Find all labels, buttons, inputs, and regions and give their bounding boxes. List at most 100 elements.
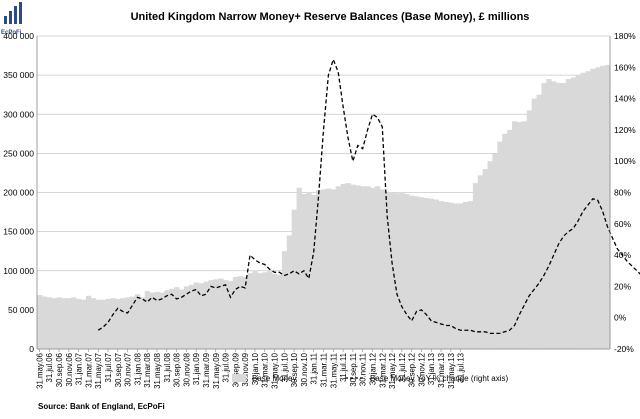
base-money-bar: [605, 64, 611, 349]
base-money-bar: [169, 288, 175, 349]
base-money-bar: [51, 298, 57, 349]
x-tick-label: 31.mar.12: [378, 353, 387, 388]
x-tick-label: 30.nov.12: [417, 353, 426, 387]
y-right-tick-label: 80%: [614, 188, 631, 198]
logo-bar-d: [19, 2, 22, 24]
base-money-bar: [512, 121, 518, 349]
base-money-bar: [492, 153, 498, 349]
base-money-bar: [526, 110, 533, 350]
x-tick-label: 30.sep.12: [408, 353, 417, 387]
x-tick-labels: 31.may.06 31.jul.06 30.sep.06 30.nov.06 31.j…: [35, 349, 466, 389]
base-money-bar: [433, 199, 439, 349]
yoy-line-layer: [97, 57, 640, 335]
base-money-bar: [144, 291, 151, 349]
chart-title: United Kingdom Narrow Money+ Reserve Bal…: [131, 11, 530, 23]
base-money-bar: [134, 294, 141, 349]
base-money-bar: [423, 197, 430, 349]
base-money-bar: [536, 94, 542, 349]
base-money-bar: [95, 299, 102, 349]
base-money-bar: [198, 283, 204, 349]
base-money-bar: [335, 186, 342, 349]
x-tick-label: 31.jan.11: [310, 353, 319, 385]
base-money-bar: [90, 298, 97, 349]
base-money-bar: [66, 298, 72, 349]
legend-swatch-base-money: [232, 374, 246, 382]
base-money-bar: [159, 292, 165, 349]
base-money-bar: [507, 129, 513, 349]
logo-bar-b: [9, 11, 12, 24]
base-money-bar: [281, 251, 288, 349]
base-money-bar: [551, 81, 557, 349]
base-money-bar: [218, 278, 224, 349]
base-money-bar: [179, 289, 185, 349]
y-right-tick-label: 40%: [614, 250, 631, 260]
x-tick-label: 31.may.11: [329, 353, 338, 388]
x-tick-label: 30.nov.08: [182, 353, 191, 387]
base-money-bar: [472, 183, 479, 349]
x-tick-label: 30.sep.07: [114, 353, 123, 387]
x-tick-label: 30.sep.08: [173, 353, 182, 387]
base-money-bar: [350, 184, 356, 349]
base-money-bar: [453, 203, 459, 349]
base-money-bar: [556, 82, 562, 349]
base-money-bar: [477, 175, 484, 349]
x-tick-label: 31.jan.13: [427, 353, 436, 385]
x-tick-label: 31.mar.10: [261, 352, 270, 387]
base-money-bar: [419, 197, 425, 349]
x-tick-label: 31.jul.12: [398, 353, 407, 382]
base-money-bar: [41, 296, 48, 349]
base-money-bar: [497, 141, 503, 349]
base-money-bar: [448, 202, 454, 349]
x-tick-label: 30.nov.06: [65, 353, 74, 387]
base-money-bar: [242, 277, 248, 349]
base-money-bar: [174, 287, 180, 349]
base-money-bar: [443, 201, 449, 349]
base-money-bar: [355, 185, 361, 349]
base-money-bar: [267, 270, 273, 349]
base-money-bar: [306, 192, 312, 349]
source-note: Source: Bank of England, EcPoFi: [38, 402, 165, 411]
base-money-bar: [600, 65, 606, 350]
base-money-bar: [130, 296, 136, 349]
base-money-bar: [291, 209, 297, 349]
y-right-tick-label: 20%: [614, 281, 631, 291]
base-money-bar: [262, 272, 268, 349]
base-money-bar: [125, 297, 131, 349]
x-tick-label: 31.jul.13: [457, 353, 466, 382]
x-tick-label: 30.nov.11: [359, 353, 368, 386]
base-money-bar: [428, 198, 435, 349]
base-money-bar: [232, 277, 239, 349]
base-money-bar: [330, 189, 337, 349]
base-money-bar: [389, 192, 395, 349]
base-money-bar: [296, 187, 302, 349]
base-money-bar: [487, 161, 493, 349]
base-money-bar: [463, 201, 469, 349]
legend-label-base-money: Base Money: [252, 374, 296, 383]
x-tick-label: 31.mar.09: [202, 353, 211, 388]
y-right-tick-label: 100%: [614, 156, 636, 166]
y-right-tick-label: 60%: [614, 219, 631, 229]
y-right-tick-label: 180%: [614, 31, 636, 41]
x-tick-label: 31.may.08: [153, 353, 162, 389]
base-money-bar: [541, 82, 547, 349]
x-tick-label: 31.may.06: [35, 353, 44, 389]
base-money-bar: [345, 183, 351, 349]
x-tick-label: 31.jul.10: [280, 352, 289, 382]
base-money-bar: [575, 75, 582, 349]
base-money-bar: [272, 273, 278, 349]
base-money-bar: [149, 292, 155, 349]
base-money-bar: [183, 286, 190, 349]
base-money-bar: [311, 194, 317, 349]
base-money-bar: [370, 187, 376, 349]
base-money-bar: [531, 98, 537, 349]
base-money-bar: [414, 196, 420, 349]
x-tick-label: 31.jul.11: [339, 353, 348, 382]
base-money-bar: [188, 284, 195, 349]
x-tick-label: 30.sep.11: [349, 353, 358, 387]
y-left-tick-label: 50 000: [8, 305, 34, 315]
y-right-tick-label: 120%: [614, 125, 636, 135]
base-money-bar: [213, 279, 219, 349]
base-money-bar: [595, 67, 601, 350]
